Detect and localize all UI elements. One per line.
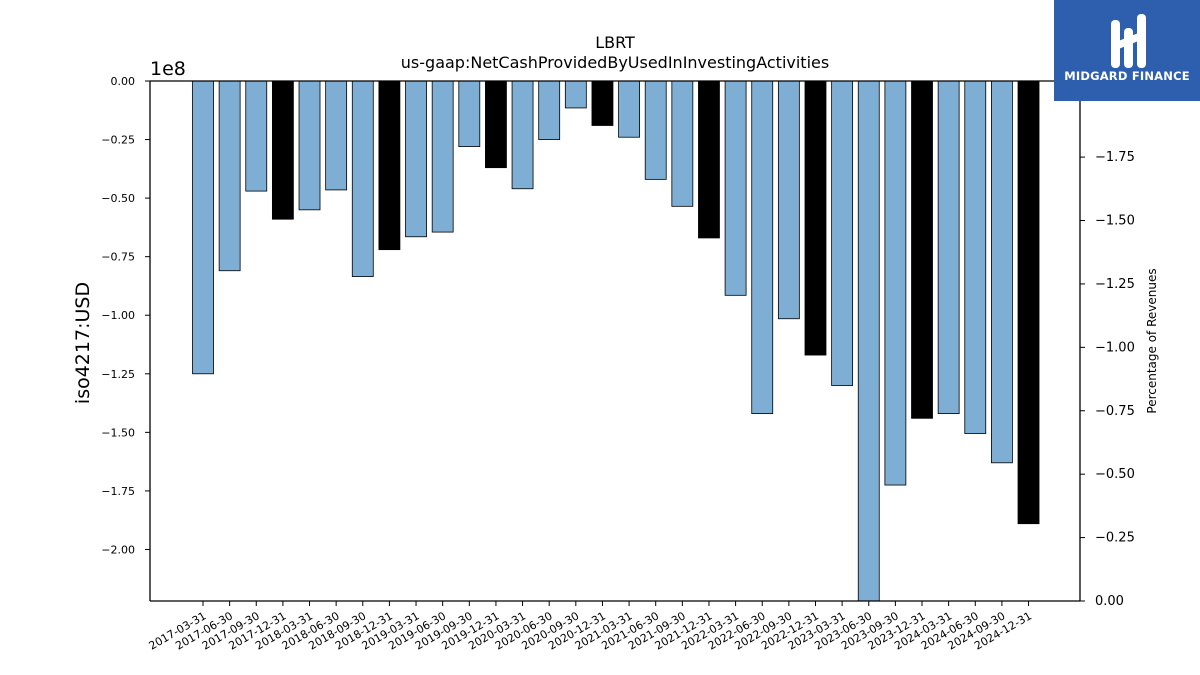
bar-2021-09-30 bbox=[671, 80, 694, 207]
bar-2020-03-31 bbox=[511, 80, 534, 190]
y2-tick-label: −0.50 bbox=[1095, 467, 1135, 482]
bar-2018-09-30 bbox=[351, 80, 374, 277]
bar-2018-03-31 bbox=[298, 80, 321, 211]
y2-tick-label: −0.25 bbox=[1095, 531, 1135, 546]
y-scale-label: 1e8 bbox=[150, 58, 186, 80]
bar-2023-06-30 bbox=[857, 80, 880, 602]
bar-2023-12-31 bbox=[911, 80, 933, 419]
y-tick-label: −0.75 bbox=[101, 251, 135, 264]
bar-2023-09-30 bbox=[884, 80, 907, 486]
bar-2020-09-30 bbox=[564, 80, 587, 109]
bar-2024-12-31 bbox=[1017, 80, 1040, 525]
chart-title: LBRT bbox=[595, 33, 635, 52]
bar-2022-12-31 bbox=[804, 80, 827, 356]
y2-tick-label: −1.75 bbox=[1095, 150, 1135, 165]
bar-2021-03-31 bbox=[618, 80, 640, 138]
bar-2017-06-30 bbox=[218, 80, 241, 272]
bar-2018-12-31 bbox=[378, 80, 401, 251]
bar-2024-06-30 bbox=[964, 80, 987, 434]
y-tick-label: −1.00 bbox=[101, 309, 135, 322]
y-tick-label: 0.00 bbox=[111, 75, 136, 88]
y-tick-label: −1.50 bbox=[101, 426, 135, 439]
y2-axis-label: Percentage of Revenues bbox=[1145, 268, 1159, 413]
bar-2024-09-30 bbox=[991, 80, 1013, 464]
bar-2018-06-30 bbox=[325, 80, 348, 191]
bar-2017-03-31 bbox=[192, 80, 214, 375]
bar-2024-03-31 bbox=[937, 80, 960, 415]
bar-2017-09-30 bbox=[245, 80, 268, 192]
y-tick-label: −1.75 bbox=[101, 485, 135, 498]
bar-2019-12-31 bbox=[485, 80, 507, 169]
bar-2019-03-31 bbox=[405, 80, 427, 238]
bar-2019-06-30 bbox=[431, 80, 454, 233]
y2-tick-label: 0.00 bbox=[1095, 594, 1124, 609]
y2-tick-label: −0.75 bbox=[1095, 404, 1135, 419]
logo-mark-icon bbox=[1111, 14, 1146, 68]
y2-tick-label: −1.50 bbox=[1095, 214, 1135, 229]
y-tick-label: −0.50 bbox=[101, 192, 135, 205]
bars-group bbox=[192, 80, 1040, 602]
bar-2022-06-30 bbox=[751, 80, 774, 415]
brand-name: MIDGARD FINANCE bbox=[1064, 69, 1190, 83]
bar-2017-12-31 bbox=[271, 80, 294, 220]
bar-2023-03-31 bbox=[831, 80, 854, 386]
bar-2019-09-30 bbox=[458, 80, 481, 147]
bar-2021-06-30 bbox=[644, 80, 667, 180]
y2-tick-label: −1.00 bbox=[1095, 340, 1135, 355]
y-tick-label: −2.00 bbox=[101, 543, 135, 556]
y2-tick-label: −1.25 bbox=[1095, 277, 1135, 292]
bar-2022-09-30 bbox=[777, 80, 800, 320]
bar-2020-12-31 bbox=[591, 80, 614, 126]
chart-subtitle: us-gaap:NetCashProvidedByUsedInInvesting… bbox=[401, 53, 829, 72]
bar-2020-06-30 bbox=[538, 80, 561, 140]
y-tick-label: −1.25 bbox=[101, 368, 135, 381]
bar-2021-12-31 bbox=[698, 80, 720, 239]
y-axis-label: iso4217:USD bbox=[72, 282, 94, 404]
brand-logo: MIDGARD FINANCE bbox=[1054, 0, 1200, 101]
y-tick-label: −0.25 bbox=[101, 134, 135, 147]
bar-2022-03-31 bbox=[724, 80, 747, 296]
